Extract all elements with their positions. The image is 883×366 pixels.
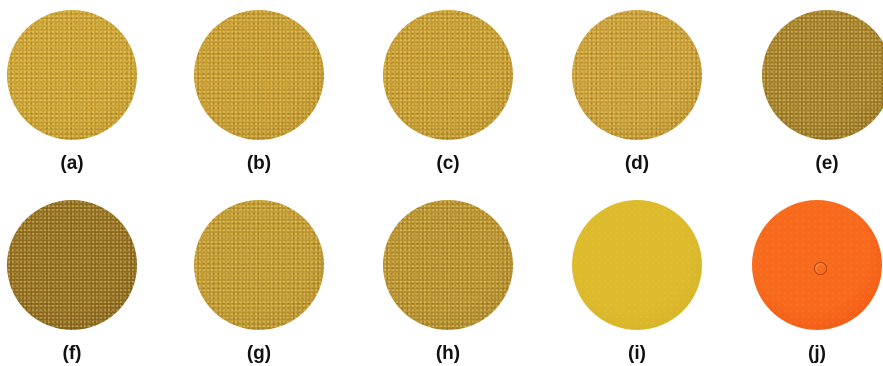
sample-i: (i) bbox=[572, 200, 702, 365]
sample-label-c: (c) bbox=[436, 153, 460, 174]
sample-label-d: (d) bbox=[624, 153, 650, 174]
sample-label-f: (f) bbox=[62, 343, 82, 364]
sample-label-i: (i) bbox=[628, 343, 646, 364]
sample-h: (h) bbox=[383, 200, 513, 365]
bubble-mark bbox=[814, 262, 827, 275]
powder-disc-f bbox=[7, 200, 137, 330]
sample-e: (e) bbox=[762, 10, 883, 175]
powder-disc-e bbox=[762, 10, 883, 140]
sample-j: (j) bbox=[752, 200, 882, 365]
sample-label-e: (e) bbox=[815, 153, 839, 174]
sample-label-j: (j) bbox=[808, 343, 826, 364]
sample-label-h: (h) bbox=[435, 343, 461, 364]
sample-c: (c) bbox=[383, 10, 513, 175]
powder-disc-j bbox=[752, 200, 882, 330]
powder-disc-i bbox=[572, 200, 702, 330]
sample-f: (f) bbox=[7, 200, 137, 365]
sample-d: (d) bbox=[572, 10, 702, 175]
sample-a: (a) bbox=[7, 10, 137, 175]
sample-b: (b) bbox=[194, 10, 324, 175]
sample-label-a: (a) bbox=[60, 153, 84, 174]
sample-label-g: (g) bbox=[246, 343, 272, 364]
powder-disc-h bbox=[383, 200, 513, 330]
powder-disc-b bbox=[194, 10, 324, 140]
powder-disc-g bbox=[194, 200, 324, 330]
powder-disc-a bbox=[7, 10, 137, 140]
powder-disc-c bbox=[383, 10, 513, 140]
sample-g: (g) bbox=[194, 200, 324, 365]
powder-disc-d bbox=[572, 10, 702, 140]
sample-label-b: (b) bbox=[246, 153, 272, 174]
